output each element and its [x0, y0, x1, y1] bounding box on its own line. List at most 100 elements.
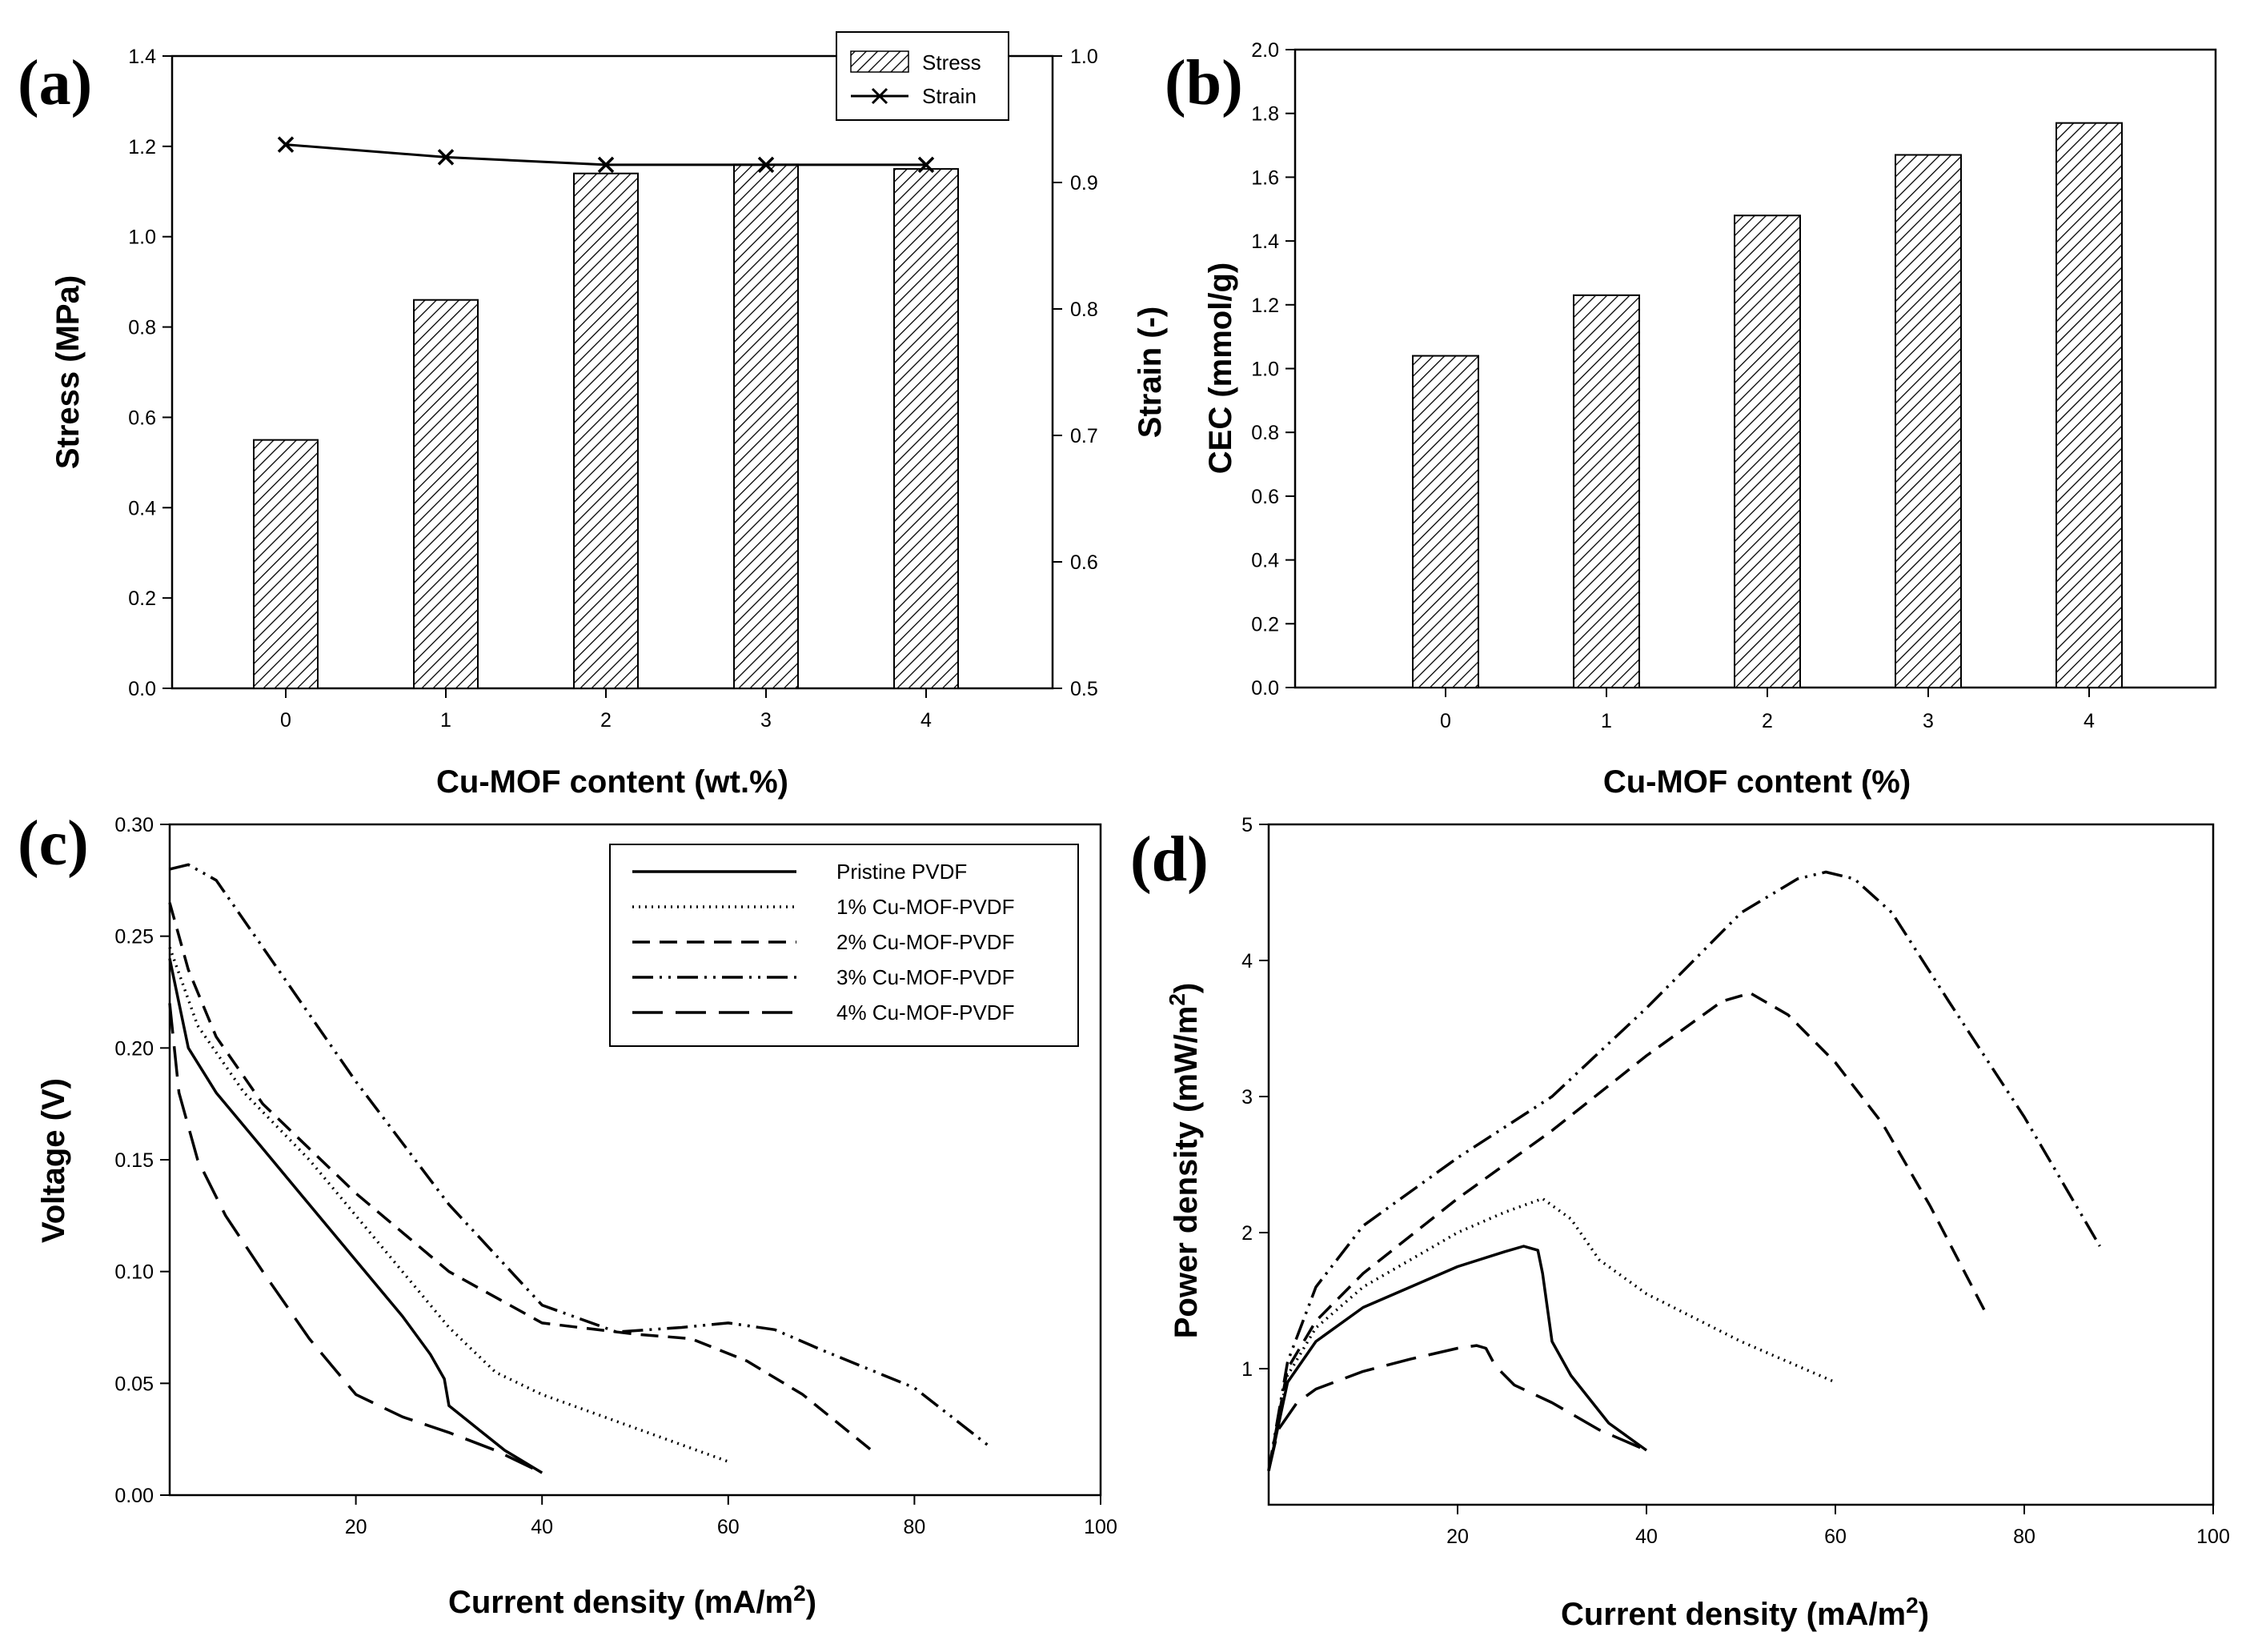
y2-tick-label-a: 0.6: [1070, 551, 1098, 574]
legend-label-3: 2% Cu-MOF-PVDF: [836, 930, 1014, 954]
bar-cec-1: [1573, 294, 1640, 688]
series-line-1-cu-mof-pvdf: [168, 947, 729, 1463]
y-tick-label: 0.05: [114, 1373, 154, 1395]
y-axis-title-d-main: Power density (mW/m: [1169, 1006, 1204, 1339]
bar-cec-0: [1412, 355, 1479, 688]
y-tick-label-b: 1.8: [1251, 103, 1279, 126]
x-axis-title-d: Current density (mA/m2): [1561, 1593, 1929, 1633]
bar-stress-3: [733, 163, 799, 689]
y-tick-label: 0.10: [114, 1261, 154, 1284]
y-tick-label-b: 0.4: [1251, 550, 1279, 572]
y-tick-label-b: 1.4: [1251, 231, 1279, 253]
strain-line-a: [277, 136, 935, 174]
y-tick-label: 0.25: [114, 926, 154, 948]
lines-d: [1267, 870, 2101, 1471]
y-axis-d: 1 2 3 4 5: [1241, 814, 1269, 1381]
y-axis-c: 0.00 0.05 0.10 0.15 0.20 0.25 0.30: [114, 814, 170, 1507]
y-tick-label: 0.20: [114, 1037, 154, 1060]
legend-label-4: 3% Cu-MOF-PVDF: [836, 965, 1014, 989]
y-tick-label: 3: [1241, 1086, 1253, 1109]
x-tick-label: 60: [1824, 1526, 1847, 1548]
y-axis-title-d: Power density (mW/m2): [1165, 983, 1205, 1339]
y-tick-label: 0.30: [114, 814, 154, 836]
series-line-2-cu-mof-pvdf: [1267, 992, 1988, 1471]
plot-frame-d: [1267, 823, 2215, 1506]
y-tick-label-a: 0.6: [128, 407, 156, 429]
panel-c: (c) 0.00 0.05 0.10 0.15 0.20 0.25 0.30 20 40 60 8…: [18, 808, 1117, 1620]
y-axis-title-c: Voltage (V): [36, 1078, 71, 1243]
y-tick-label-b: 1.0: [1251, 359, 1279, 381]
x-axis-title-d-main: Current density (mA/m: [1561, 1597, 1906, 1632]
x-tick-label: 80: [903, 1516, 925, 1538]
series-line-3-cu-mof-pvdf: [1267, 870, 2101, 1471]
y-tick-label: 2: [1241, 1222, 1253, 1245]
bar-stress-0: [253, 439, 319, 690]
x-axis-c: 20 40 60 80 100: [345, 1495, 1117, 1538]
bar-cec-2: [1734, 215, 1801, 689]
x-tick-label-b: 4: [2084, 710, 2095, 732]
x-axis-title-c-end: ): [806, 1585, 816, 1620]
bar-stress-1: [413, 299, 479, 689]
y-tick-label-b: 0.0: [1251, 677, 1279, 700]
x-tick-label: 100: [1084, 1516, 1117, 1538]
x-axis-title-b: Cu-MOF content (%): [1603, 764, 1911, 800]
legend-label-stress: Stress: [922, 50, 981, 74]
x-tick-label-a: 3: [760, 709, 772, 732]
y2-axis-title-a: Strain (-): [1133, 307, 1168, 438]
x-axis-title-d-end: ): [1919, 1597, 1929, 1632]
y-tick-label-a: 0.0: [128, 678, 156, 700]
x-tick-label-b: 0: [1440, 710, 1451, 732]
panel-label-b: (b): [1165, 48, 1243, 118]
panel-label-d: (d): [1130, 824, 1209, 895]
strain-marker-3: [757, 156, 775, 174]
y-axis-a: 0.0 0.2 0.4 0.6 0.8 1.0 1.2 1.4: [128, 46, 172, 700]
y-tick-label: 0.15: [114, 1149, 154, 1172]
y-axis-title-a: Stress (MPa): [50, 275, 86, 469]
legend-label-1: Pristine PVDF: [836, 860, 967, 884]
legend-c: Pristine PVDF 1% Cu-MOF-PVDF 2% Cu-MOF-PVD…: [609, 844, 1079, 1047]
legend-swatch-stress: [850, 50, 909, 73]
y-tick-label-b: 1.2: [1251, 295, 1279, 317]
legend-label-5: 4% Cu-MOF-PVDF: [836, 1000, 1014, 1024]
y-tick-label-b: 0.6: [1251, 486, 1279, 508]
panel-d: (d) 1 2 3 4 5 20 40 60 80 100 Power density (mW/…: [1130, 814, 2230, 1632]
panel-label-c: (c): [18, 808, 89, 879]
y-tick-label-a: 0.2: [128, 587, 156, 610]
panel-label-a: (a): [18, 48, 92, 118]
series-line-2-cu-mof-pvdf: [168, 902, 879, 1457]
x-tick-label: 80: [2013, 1526, 2035, 1548]
y-tick-label: 5: [1241, 814, 1253, 836]
y2-tick-label-a: 0.5: [1070, 678, 1098, 700]
y2-tick-label-a: 0.7: [1070, 425, 1098, 447]
y-tick-label: 0.00: [114, 1485, 154, 1507]
y-axis-title-d-sup: 2: [1165, 993, 1189, 1006]
bars-a: [253, 163, 959, 690]
series-line-pristine-pvdf: [168, 958, 543, 1474]
y2-axis-a: 0.5 0.6 0.7 0.8 0.9 1.0: [1053, 46, 1098, 700]
series-line-pristine-pvdf: [1267, 1245, 1648, 1471]
series-line-3-cu-mof-pvdf: [169, 863, 990, 1447]
y-tick-label-b: 1.6: [1251, 166, 1279, 189]
x-tick-label-a: 0: [280, 709, 291, 732]
bar-cec-3: [1895, 154, 1962, 688]
strain-marker-1: [437, 149, 455, 166]
x-tick-label: 40: [1635, 1526, 1658, 1548]
x-tick-label: 100: [2196, 1526, 2230, 1548]
series-line-1-cu-mof-pvdf: [1267, 1197, 1836, 1471]
bar-cec-4: [2055, 122, 2123, 688]
y-axis-b: 0.0 0.2 0.4 0.6 0.8 1.0 1.2 1.4 1.6 1.8 2.0: [1251, 39, 1295, 700]
lines-c: [168, 863, 990, 1474]
legend-label-strain: Strain: [922, 84, 977, 108]
y-tick-label-a: 0.8: [128, 317, 156, 339]
x-axis-title-d-sup: 2: [1906, 1593, 1919, 1618]
y-tick-label: 1: [1241, 1358, 1253, 1381]
y2-tick-label-a: 1.0: [1070, 46, 1098, 68]
strain-marker-4: [917, 156, 935, 174]
x-tick-label-a: 2: [600, 709, 612, 732]
strain-marker-2: [597, 156, 615, 174]
panel-b: (b) 0.0 0.2 0.4 0.6 0.8 1.0 1.2 1.4 1.6 1.8 2.0 0 1…: [1165, 39, 2217, 800]
x-tick-label: 60: [717, 1516, 740, 1538]
x-tick-label-b: 3: [1923, 710, 1934, 732]
legend-a: Stress Strain: [836, 31, 1009, 121]
